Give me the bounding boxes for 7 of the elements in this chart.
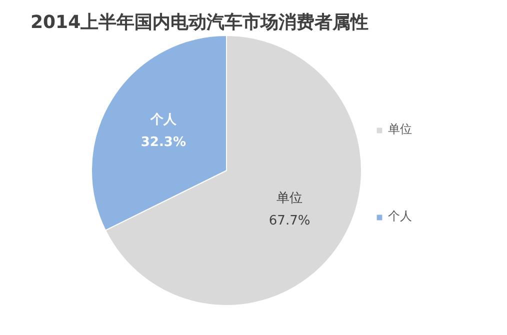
slice-label: 个人 [149,112,178,128]
data-label: 67.7% [268,213,310,228]
slice-label: 单位 [276,190,303,206]
chart-title: 2014上半年国内电动汽车市场消费者属性 [30,12,369,33]
legend-label: 个人 [388,208,412,225]
data-label: 32.3% [140,135,186,150]
legend-label: 单位 [388,121,412,138]
